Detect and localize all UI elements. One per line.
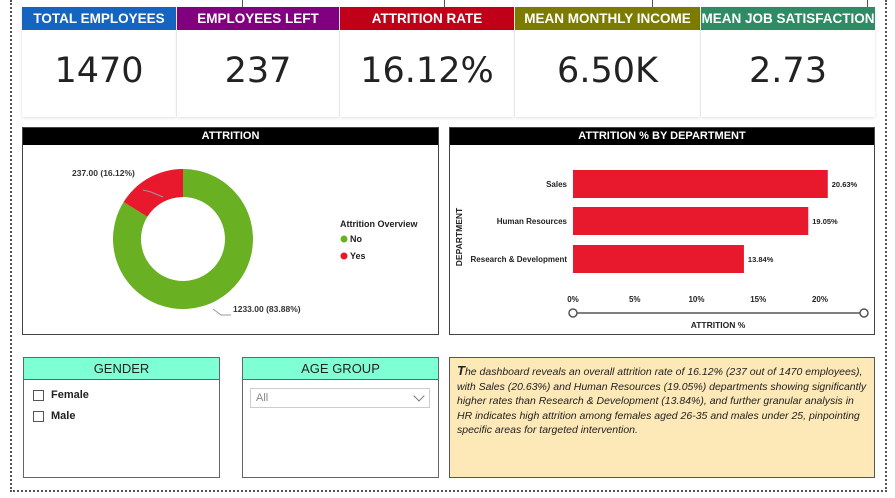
- x-tick-label: 10%: [688, 295, 704, 304]
- kpi-card-mean-monthly-income: MEAN MONTHLY INCOME 6.50K: [515, 7, 700, 117]
- bar-1[interactable]: [573, 170, 828, 198]
- bar-value-label: 13.84%: [748, 255, 774, 264]
- data-label-no: 1233.00 (83.88%): [233, 304, 301, 314]
- kpi-card-attrition-rate: ATTRITION RATE 16.12%: [340, 7, 514, 117]
- kpi-card-employees-left: EMPLOYEES LEFT 237: [177, 7, 339, 117]
- frame-tick: [444, 0, 445, 8]
- gender-option-male[interactable]: Male: [33, 410, 219, 422]
- frame-tick: [652, 0, 653, 8]
- bar-2[interactable]: [573, 207, 809, 235]
- checkbox-icon[interactable]: [33, 410, 44, 422]
- y-axis-title: DEPARTMENT: [454, 207, 464, 266]
- kpi-card-total-employees: TOTAL EMPLOYEES 1470: [22, 7, 176, 117]
- age-group-dropdown[interactable]: All: [250, 388, 430, 408]
- bar-value-label: 20.63%: [832, 180, 858, 189]
- legend-marker-yes: [340, 252, 348, 260]
- option-label: Female: [51, 389, 89, 401]
- legend-label-no: No: [350, 234, 362, 244]
- slicer-title: GENDER: [24, 358, 219, 380]
- frame-tick: [242, 0, 243, 8]
- category-label: Research & Development: [471, 255, 568, 264]
- dropdown-value: All: [256, 392, 269, 404]
- attrition-donut-chart: 237.00 (16.12%) 1233.00 (83.88%) Attriti…: [72, 168, 419, 316]
- gender-option-female[interactable]: Female: [33, 389, 219, 401]
- kpi-value: 2.73: [749, 51, 827, 91]
- kpi-card-mean-job-satisfaction: MEAN JOB SATISFACTION 2.73: [701, 7, 875, 117]
- dashboard-frame: [10, 0, 887, 492]
- data-label-yes: 237.00 (16.12%): [72, 168, 135, 178]
- donut-slice-no[interactable]: [113, 169, 253, 309]
- gender-slicer: GENDER Female Male: [23, 357, 220, 478]
- range-slider-end-handle[interactable]: [859, 308, 869, 318]
- bar-3[interactable]: [573, 245, 744, 273]
- bar-value-label: 19.05%: [812, 217, 838, 226]
- kpi-header: TOTAL EMPLOYEES: [22, 7, 176, 30]
- department-bar-panel: ATTRITION % BY DEPARTMENT DEPARTMENT Sal…: [449, 127, 875, 335]
- department-bar-chart: DEPARTMENT Sales 20.63% Human Resources 19.…: [454, 170, 869, 330]
- kpi-value: 1470: [54, 51, 144, 91]
- slicer-title: AGE GROUP: [243, 358, 438, 380]
- attrition-donut-panel: ATTRITION 237.00 (16.12%) 1233.00 (83.88…: [22, 127, 439, 335]
- kpi-value: 237: [224, 51, 292, 91]
- kpi-header: EMPLOYEES LEFT: [177, 7, 339, 30]
- summary-text-box: The dashboard reveals an overall attriti…: [449, 357, 875, 478]
- range-slider-start-handle[interactable]: [568, 308, 578, 318]
- legend-label-yes: Yes: [350, 251, 366, 261]
- age-group-slicer: AGE GROUP All: [242, 357, 439, 478]
- category-label: Sales: [546, 180, 567, 189]
- x-tick-label: 0%: [567, 295, 579, 304]
- legend-title: Attrition Overview: [340, 219, 419, 229]
- kpi-header: MEAN JOB SATISFACTION: [701, 7, 875, 30]
- chevron-down-icon[interactable]: [413, 390, 425, 402]
- frame-tick: [867, 0, 868, 8]
- kpi-header: MEAN MONTHLY INCOME: [515, 7, 700, 30]
- x-tick-label: 15%: [750, 295, 766, 304]
- x-axis-title: ATTRITION %: [691, 320, 746, 330]
- panel-title: ATTRITION % BY DEPARTMENT: [450, 128, 874, 145]
- category-label: Human Resources: [497, 217, 568, 226]
- option-label: Male: [51, 410, 76, 422]
- summary-drop-cap: T: [457, 363, 465, 378]
- kpi-value: 6.50K: [557, 51, 658, 91]
- kpi-header: ATTRITION RATE: [340, 7, 514, 30]
- panel-title: ATTRITION: [23, 128, 438, 145]
- summary-text: he dashboard reveals an overall attritio…: [457, 366, 867, 436]
- leader-line-no: [212, 308, 231, 316]
- leader-line-yes: [142, 189, 164, 198]
- kpi-value: 16.12%: [360, 51, 494, 91]
- x-tick-label: 20%: [812, 295, 828, 304]
- checkbox-icon[interactable]: [33, 389, 44, 401]
- legend-marker-no: [340, 235, 348, 243]
- x-tick-label: 5%: [629, 295, 641, 304]
